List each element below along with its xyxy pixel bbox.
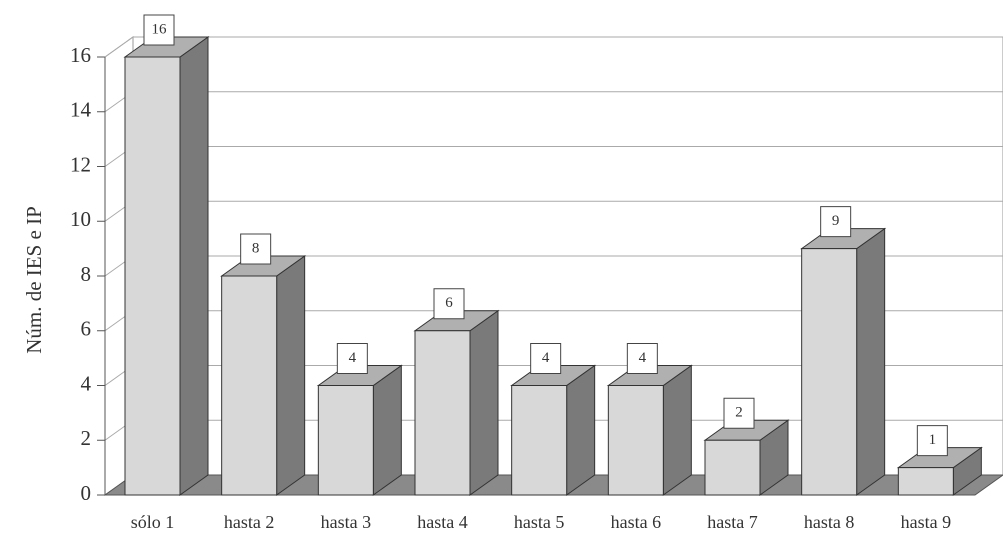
- bar-side: [662, 364, 692, 496]
- bar: [704, 439, 761, 496]
- x-tick-label: hasta 9: [901, 512, 951, 532]
- x-tick-label: hasta 6: [611, 512, 661, 532]
- x-tick-label: hasta 7: [707, 512, 757, 532]
- value-label: 8: [252, 240, 260, 256]
- bar: [897, 467, 954, 496]
- bar-side: [566, 364, 596, 496]
- x-tick-label: hasta 8: [804, 512, 854, 532]
- y-tick-label: 2: [81, 426, 92, 450]
- y-tick-label: 0: [81, 481, 92, 505]
- value-label: 9: [832, 213, 840, 229]
- value-label: 4: [542, 350, 550, 366]
- value-label: 4: [349, 350, 357, 366]
- bar-side: [372, 364, 402, 496]
- value-label-box: [723, 397, 755, 429]
- value-label: 6: [445, 295, 453, 311]
- bar: [221, 275, 278, 496]
- bar-side: [276, 255, 306, 496]
- bar-side: [856, 227, 886, 496]
- value-label-box: [530, 343, 562, 374]
- value-label: 1: [929, 432, 937, 448]
- x-tick-label: hasta 2: [224, 512, 274, 532]
- bar: [511, 385, 568, 496]
- y-tick-label: 10: [70, 207, 91, 231]
- y-tick-label: 8: [81, 262, 92, 286]
- bar: [801, 248, 858, 496]
- y-tick-label: 6: [81, 317, 92, 341]
- value-label-box: [626, 343, 658, 374]
- bar: [124, 56, 181, 496]
- x-tick-label: hasta 3: [321, 512, 371, 532]
- grid-line: [104, 36, 134, 58]
- bar-side: [469, 309, 499, 496]
- y-axis-label: Núm. de IES e IP: [22, 206, 46, 354]
- value-label-box: [143, 14, 175, 46]
- x-tick-label: hasta 4: [417, 512, 467, 532]
- value-label: 16: [152, 21, 168, 37]
- y-tick-label: 12: [70, 152, 91, 176]
- value-label: 4: [639, 350, 647, 366]
- value-label-box: [336, 343, 368, 374]
- value-label-box: [820, 206, 852, 238]
- x-tick-label: hasta 5: [514, 512, 564, 532]
- bar: [317, 385, 374, 496]
- y-tick-label: 4: [81, 371, 92, 395]
- x-tick-label: sólo 1: [131, 512, 175, 532]
- value-label-box: [916, 425, 948, 457]
- bar-side: [179, 36, 209, 496]
- bar: [607, 385, 664, 496]
- value-label-box: [240, 233, 272, 265]
- bar: [414, 330, 471, 496]
- value-label-box: [433, 288, 465, 320]
- y-tick-label: 16: [70, 43, 91, 67]
- value-label: 2: [735, 405, 743, 421]
- y-tick-label: 14: [70, 98, 92, 122]
